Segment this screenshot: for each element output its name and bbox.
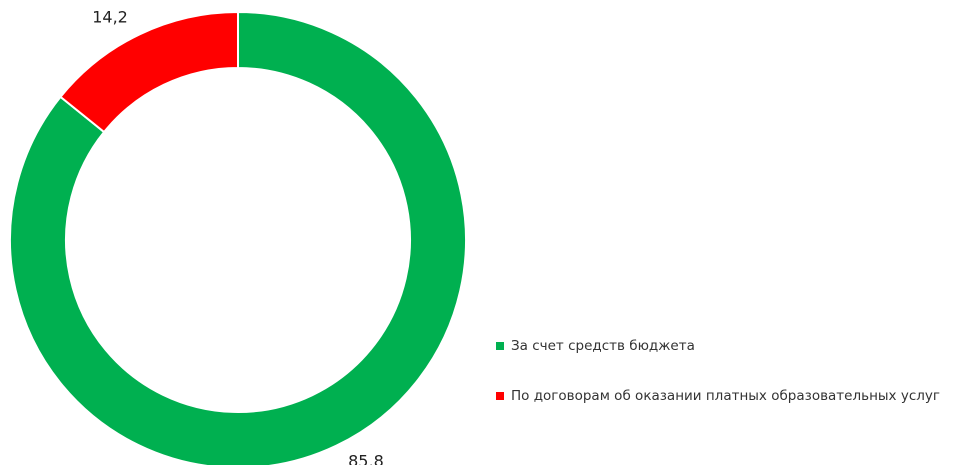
legend-label: По договорам об оказании платных образов… [511, 388, 940, 404]
legend-label: За счет средств бюджета [511, 338, 695, 354]
legend-swatch [496, 392, 504, 400]
donut-segment [59, 10, 239, 134]
legend-item: По договорам об оказании платных образов… [496, 386, 946, 406]
legend: За счет средств бюджета По договорам об о… [496, 336, 946, 436]
data-label: 85,8 [348, 451, 384, 465]
legend-item: За счет средств бюджета [496, 336, 946, 356]
data-label: 14,2 [92, 8, 128, 27]
donut-segment [9, 10, 467, 465]
legend-swatch [496, 342, 504, 350]
